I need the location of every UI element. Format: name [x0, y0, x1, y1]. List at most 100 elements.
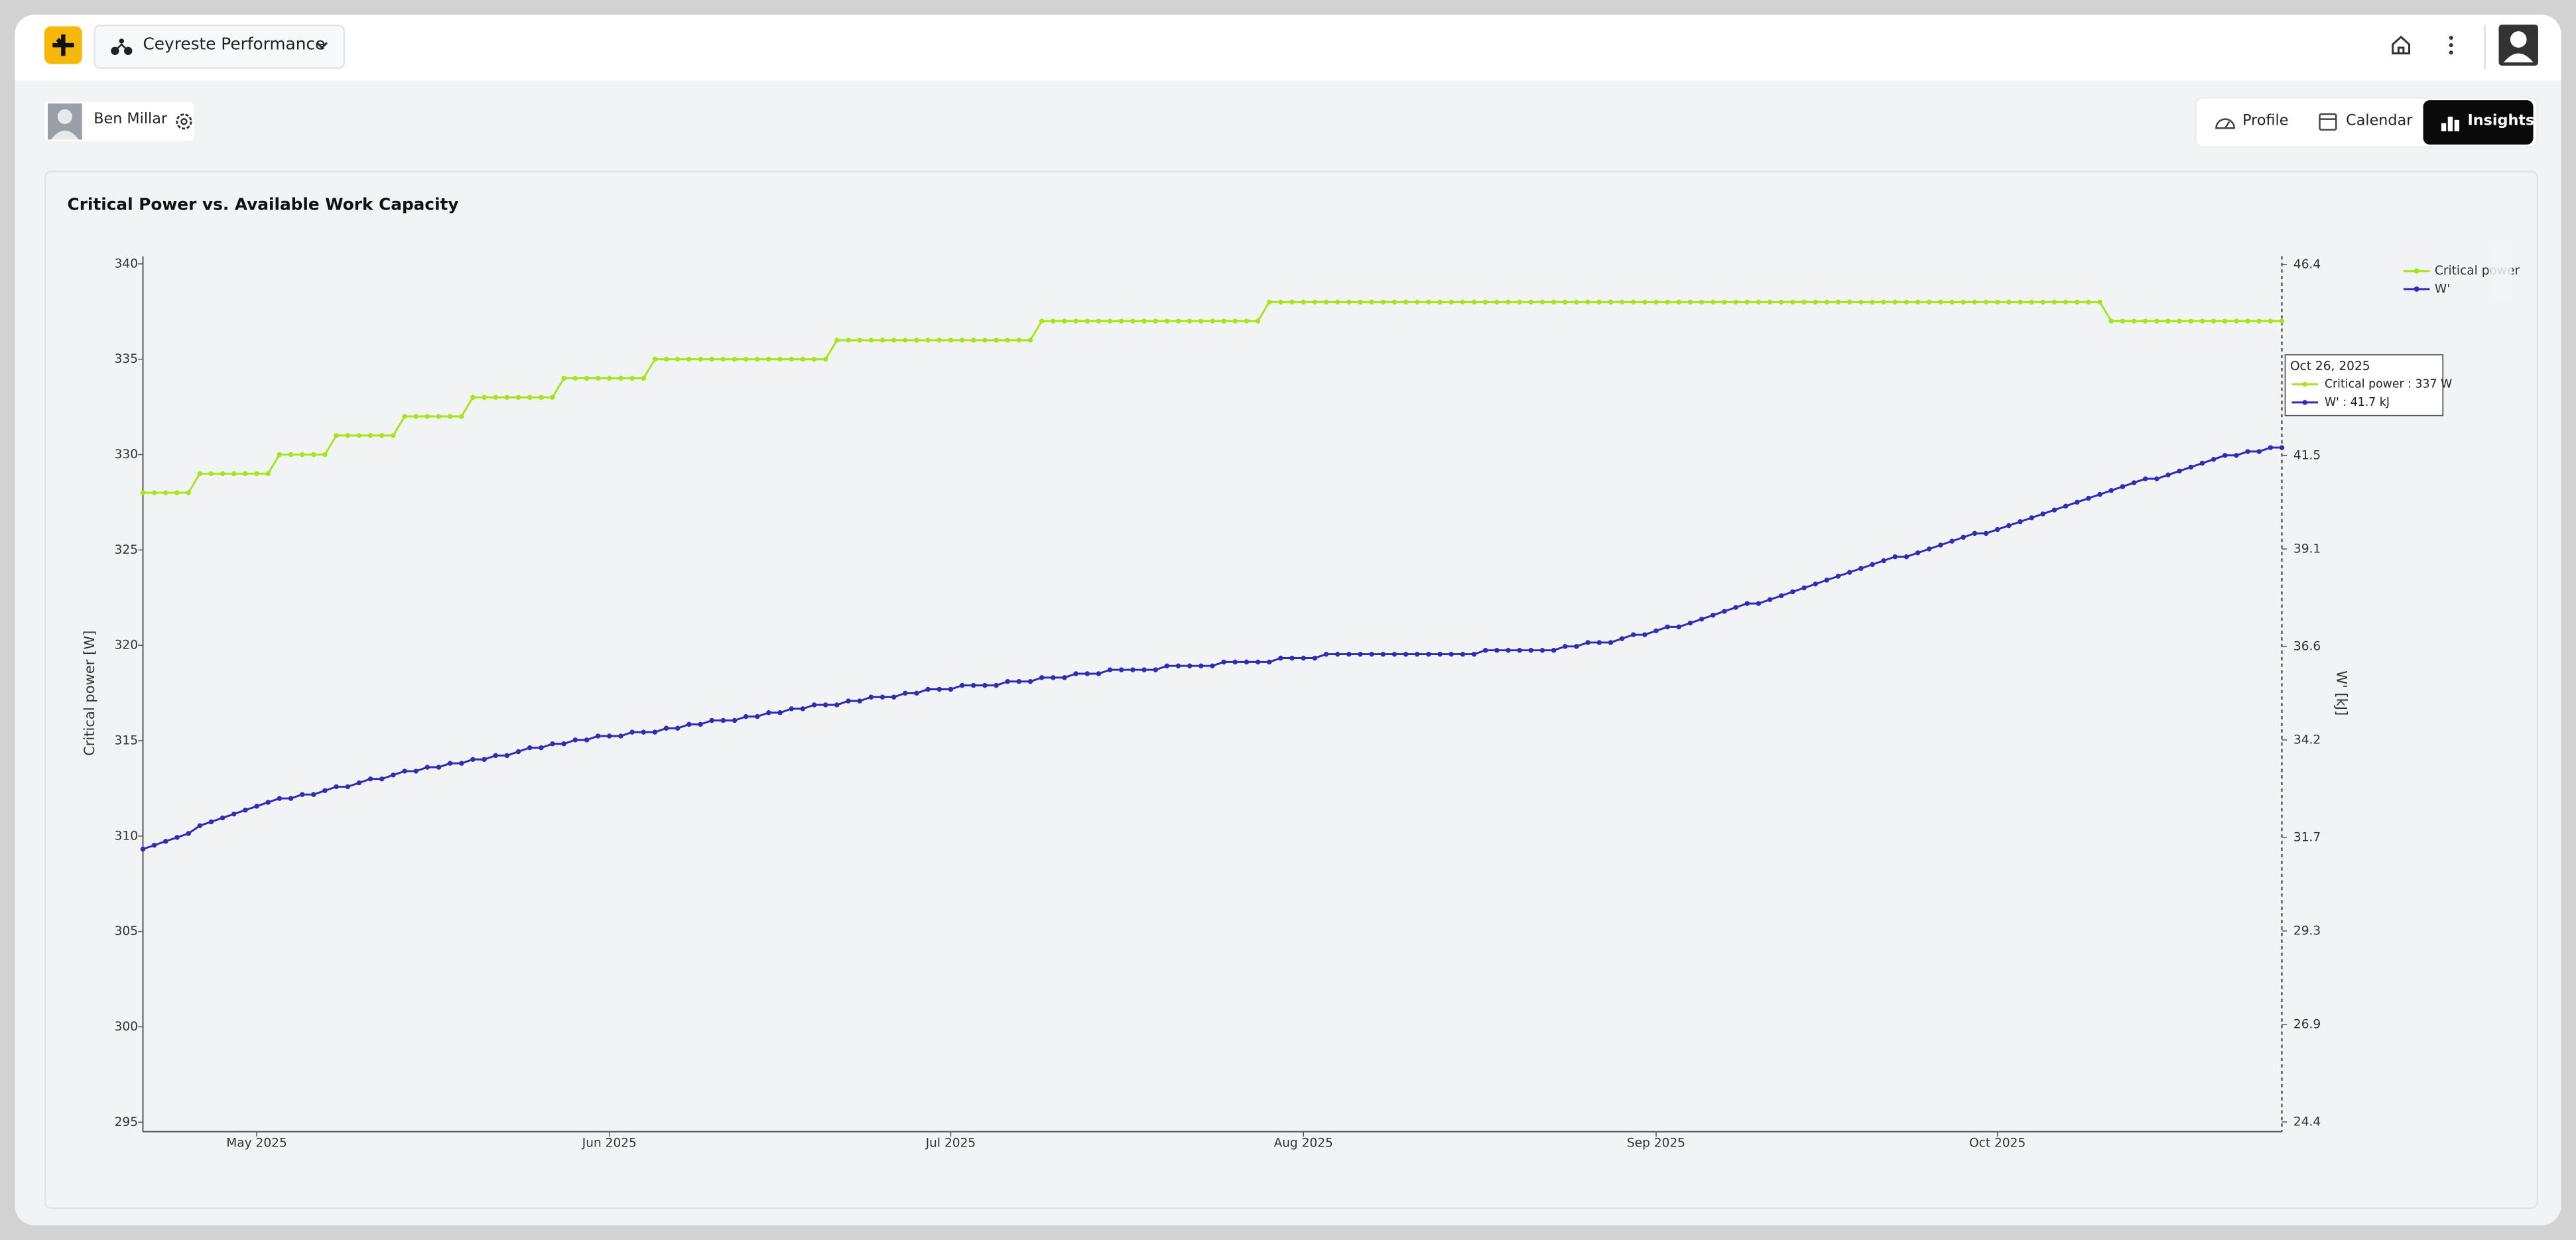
data-point [1073, 318, 1078, 324]
logo-icon [52, 34, 74, 56]
data-point [2211, 456, 2217, 462]
data-point [288, 452, 294, 458]
data-point [527, 395, 533, 400]
data-point [1096, 671, 1102, 676]
data-point [2029, 299, 2034, 305]
data-point [720, 717, 726, 723]
tooltip-box [2284, 354, 2444, 416]
data-point [811, 702, 817, 708]
data-point [1391, 651, 1397, 657]
data-point [1244, 659, 1250, 665]
data-point [1153, 318, 1158, 324]
data-point [1221, 659, 1226, 665]
data-point [334, 784, 339, 790]
tooltip-item: Critical power : 337 W [2325, 378, 2452, 391]
data-point [1369, 651, 1374, 657]
data-point [1164, 663, 1170, 668]
home-icon[interactable] [2390, 34, 2412, 56]
data-point [766, 710, 771, 715]
series-line [143, 446, 2282, 850]
data-point [1039, 675, 1045, 680]
data-point [243, 807, 248, 813]
data-point [1824, 578, 1830, 583]
data-point [2131, 318, 2137, 324]
y-tick-label: 295 [115, 1115, 138, 1129]
data-point [1790, 589, 1795, 595]
data-point [777, 357, 783, 362]
data-point [971, 338, 976, 343]
logo[interactable] [44, 26, 82, 64]
data-point [2018, 299, 2023, 305]
data-point [140, 846, 146, 852]
tab-active[interactable]: Insights [2423, 100, 2534, 145]
data-point [1130, 318, 1135, 324]
data-point [800, 706, 806, 712]
data-point [1631, 299, 1636, 305]
y-axis-title: Critical power [W] [81, 631, 97, 756]
data-point [1073, 671, 1078, 676]
data-point [1927, 546, 1932, 552]
data-point [709, 357, 714, 362]
data-point [402, 414, 407, 419]
data-point [345, 433, 350, 438]
data-point [1961, 534, 1966, 540]
data-point [1232, 659, 1238, 665]
data-point [823, 357, 828, 362]
data-point [379, 776, 385, 782]
data-point [265, 800, 271, 805]
data-point [2108, 318, 2114, 324]
data-point [1335, 651, 1340, 657]
data-point [482, 395, 487, 400]
data-point [1027, 679, 1033, 684]
bike-icon [111, 38, 133, 55]
data-point [1323, 299, 1329, 305]
legend-marker [2414, 286, 2419, 292]
data-point [1813, 299, 1818, 305]
tooltip-marker [2302, 400, 2307, 405]
data-point [1835, 299, 1841, 305]
data-point [1483, 299, 1488, 305]
data-point [413, 769, 419, 774]
y-tick-label: 305 [115, 924, 138, 938]
data-point [1927, 299, 1932, 305]
app-window: Ceyreste Performance Ben Millar Profile … [15, 15, 2561, 1225]
data-point [1084, 318, 1090, 324]
tab[interactable]: Profile [2242, 113, 2289, 130]
data-point [572, 737, 578, 743]
data-point [1494, 647, 1500, 653]
user-chip[interactable]: Ben Millar [44, 101, 194, 142]
data-point [1551, 647, 1557, 653]
data-point [994, 682, 999, 688]
data-point [1676, 624, 1682, 630]
data-point [1210, 318, 1215, 324]
data-point [1642, 632, 1647, 637]
workspace-dropdown[interactable]: Ceyreste Performance [94, 25, 346, 70]
data-point [1722, 299, 1727, 305]
data-point [379, 433, 385, 438]
data-point [607, 733, 612, 739]
data-point [629, 729, 635, 735]
data-point [1232, 318, 1238, 324]
data-point [299, 452, 305, 458]
more-icon[interactable] [2446, 34, 2456, 56]
data-point [1767, 597, 1773, 602]
data-point [1653, 299, 1659, 305]
data-point [1449, 299, 1454, 305]
account-avatar[interactable] [2498, 25, 2538, 66]
data-point [208, 471, 214, 477]
data-point [1608, 299, 1614, 305]
data-point [663, 357, 669, 362]
data-point [2234, 318, 2239, 324]
data-point [1631, 632, 1636, 637]
data-point [1187, 318, 1192, 324]
data-point [959, 338, 965, 343]
data-point [447, 414, 453, 419]
tab[interactable]: Calendar [2346, 113, 2413, 130]
chart-title: Critical Power vs. Available Work Capaci… [68, 195, 459, 214]
settings-icon[interactable] [174, 111, 194, 131]
data-point [1016, 338, 1022, 343]
data-point [1130, 667, 1135, 672]
data-point [174, 490, 180, 495]
data-point [2097, 491, 2102, 497]
data-point [1528, 647, 1534, 653]
